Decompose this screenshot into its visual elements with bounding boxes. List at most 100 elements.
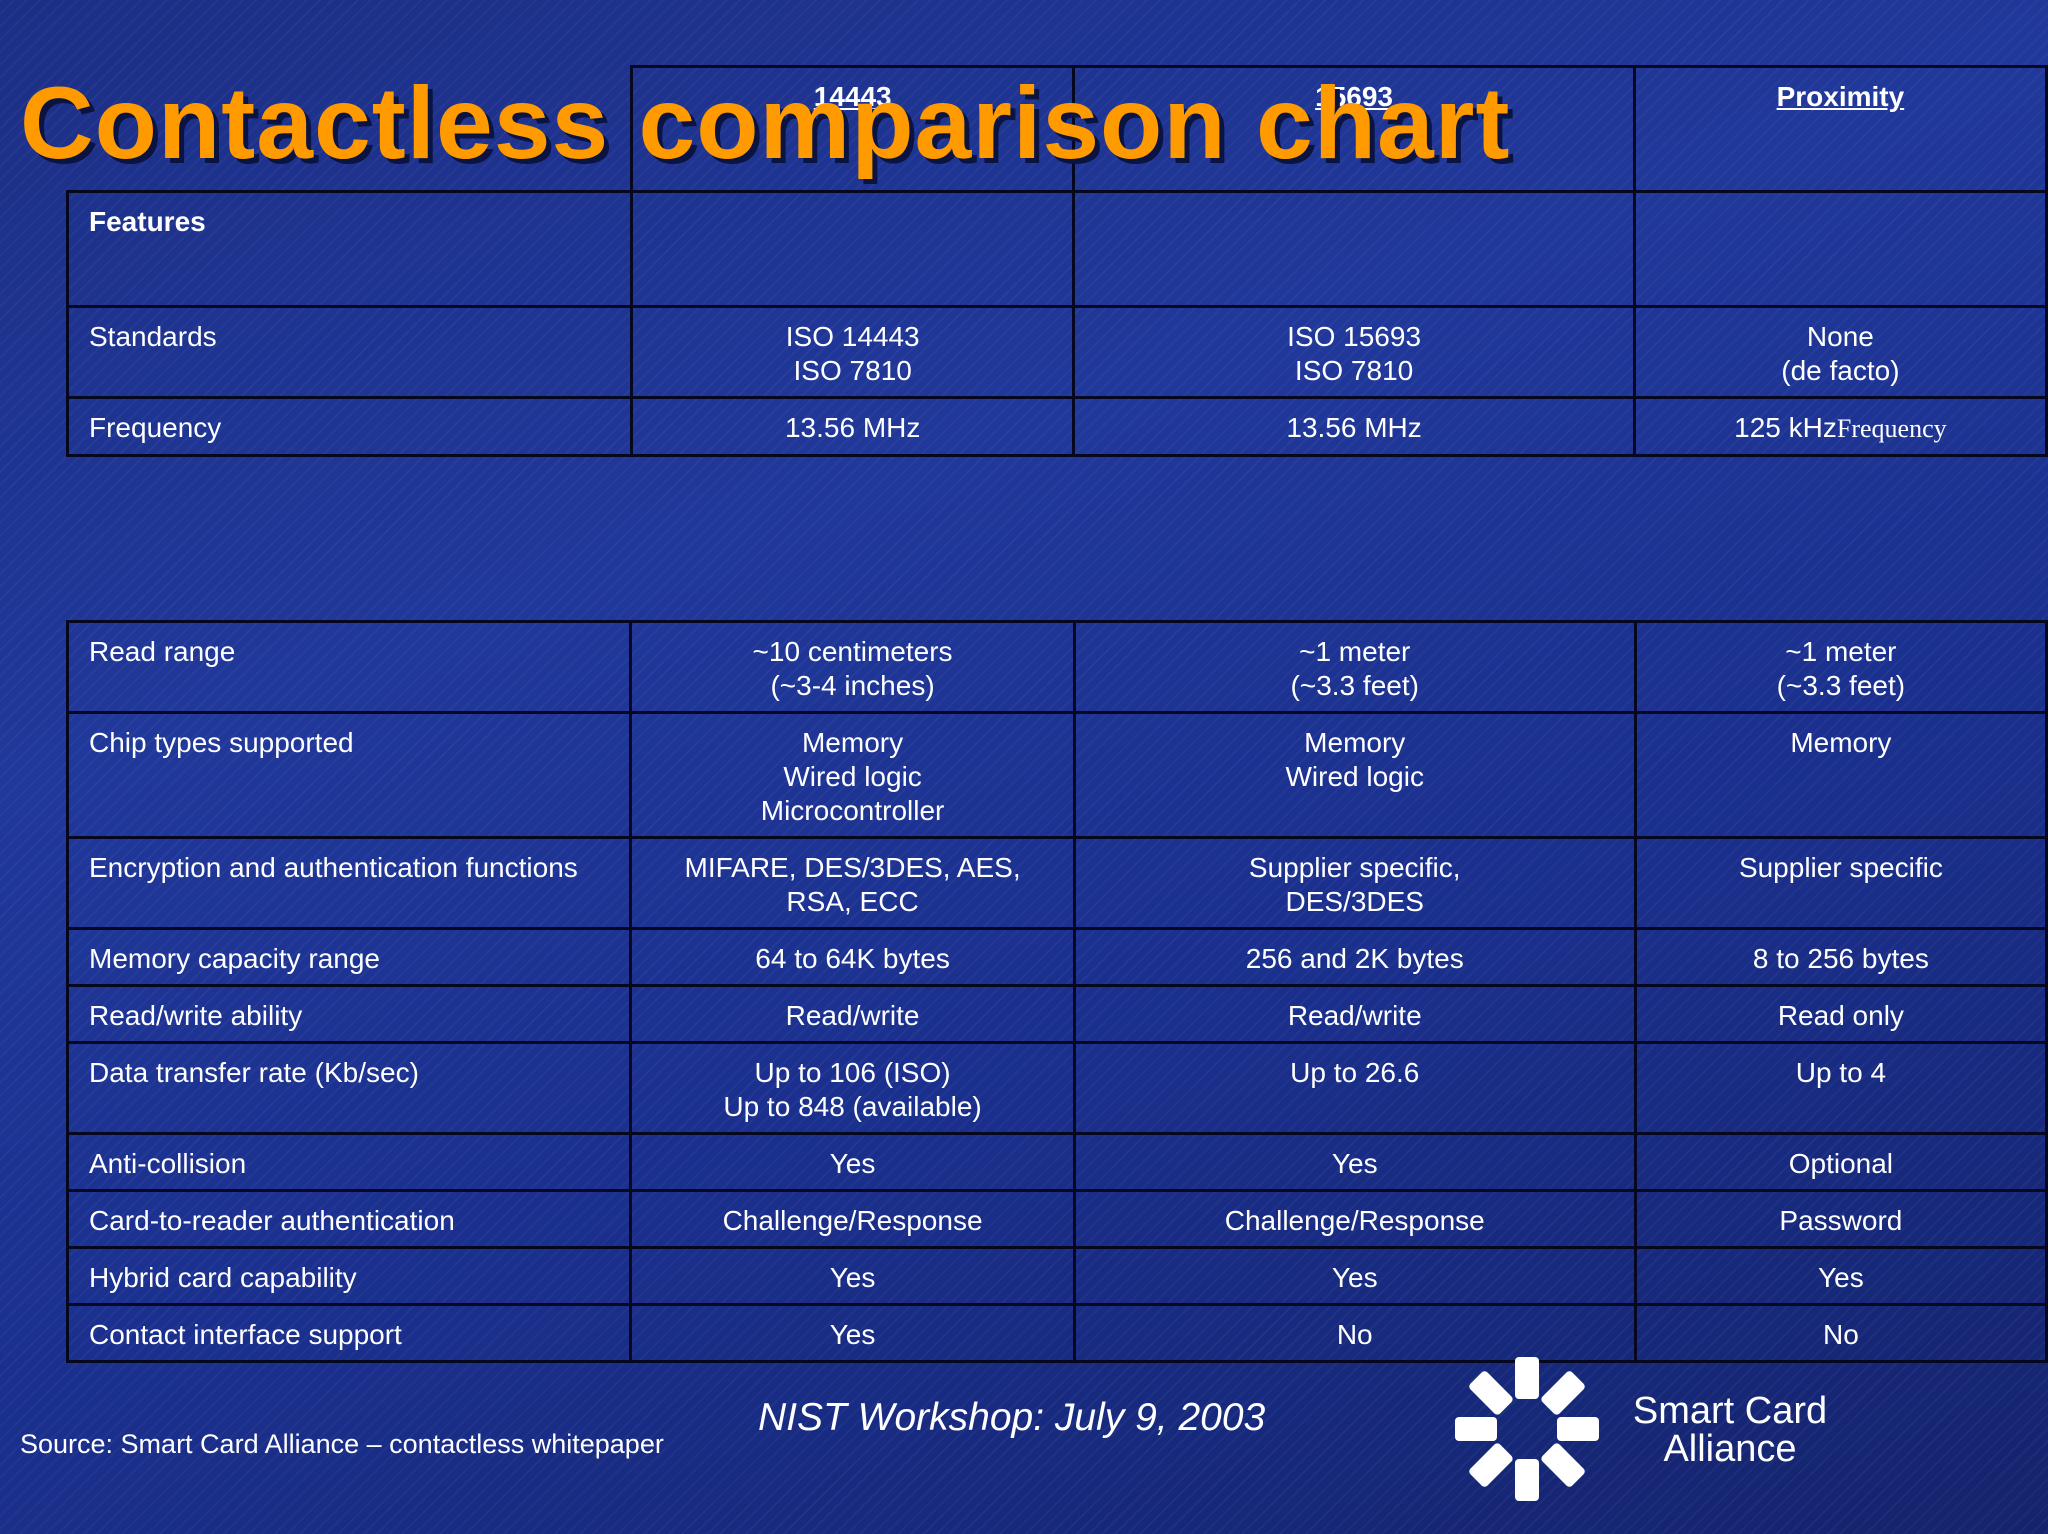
logo-wordmark: Smart Card Alliance <box>1620 1392 1840 1468</box>
cell-line: Read/write <box>785 1000 920 1031</box>
cell-15693: Yes <box>1072 1132 1637 1192</box>
column-header-label: Proximity <box>1776 81 1905 112</box>
cell-line: Yes <box>1331 1148 1378 1179</box>
cell-proximity: Up to 4 <box>1633 1041 2048 1135</box>
cell-14443: Memory Wired logic Microcontroller <box>629 711 1076 839</box>
cell-line: Microcontroller <box>760 795 945 826</box>
cell-14443: Read/write <box>629 984 1076 1044</box>
cell-line: 13.56 MHz <box>1286 412 1422 443</box>
cell-proximity: 8 to 256 bytes <box>1633 927 2048 987</box>
cell-line: DES/3DES <box>1285 886 1424 917</box>
cell-proximity: Memory <box>1633 711 2048 839</box>
cell-proximity: Supplier specific <box>1633 836 2048 930</box>
row-label: Standards <box>65 305 634 399</box>
cell-15693: 13.56 MHz <box>1072 396 1636 457</box>
cell-line: Memory <box>801 727 904 758</box>
table-row-read-range: Read range ~10 centimeters (~3-4 inches) ~1… <box>65 620 2048 714</box>
cell-line: ISO 15693 <box>1287 321 1422 352</box>
cell-line: ISO 7810 <box>793 355 912 386</box>
cell-14443: Challenge/Response <box>629 1189 1076 1249</box>
cell-line: Wired logic <box>1285 761 1424 792</box>
table-row-hybrid-card-capability: Hybrid card capability Yes Yes Yes <box>65 1246 2048 1306</box>
cell-line: No <box>1336 1319 1373 1350</box>
cell-line: Read only <box>1777 1000 1904 1031</box>
cell-line: Yes <box>1331 1262 1378 1293</box>
cell-line: Yes <box>829 1319 876 1350</box>
cell-15693: Read/write <box>1072 984 1637 1044</box>
cell-line: No <box>1822 1319 1859 1350</box>
cell-15693: Memory Wired logic <box>1072 711 1637 839</box>
cell-14443: 64 to 64K bytes <box>629 927 1076 987</box>
cell-line: ISO 14443 <box>785 321 920 352</box>
row-label: Card-to-reader authentication <box>65 1189 633 1249</box>
cell-proximity: No <box>1633 1303 2048 1363</box>
cell-proximity: 125 kHzFrequency <box>1632 396 2048 457</box>
cell-line-wrap: 125 kHzFrequency <box>1644 411 2037 446</box>
cell-line: Wired logic <box>783 761 922 792</box>
cell-line: Optional <box>1788 1148 1894 1179</box>
logo-line-1: Smart Card <box>1632 1390 1828 1432</box>
cell-line: None <box>1806 321 1874 352</box>
event-footer: NIST Workshop: July 9, 2003 <box>758 1396 1266 1439</box>
cell-line: ~1 meter <box>1785 636 1897 667</box>
frequency-suffix: Frequency <box>1836 414 1947 443</box>
row-label: Read/write ability <box>65 984 633 1044</box>
table-row-standards: Standards ISO 14443 ISO 7810 ISO 15693 ISO 7… <box>65 305 2048 399</box>
source-note: Source: Smart Card Alliance – contactles… <box>20 1429 664 1459</box>
row-label: Data transfer rate (Kb/sec) <box>65 1041 633 1135</box>
features-empty-cell <box>1072 190 1636 308</box>
cell-14443: ISO 14443 ISO 7810 <box>630 305 1076 399</box>
cell-line: MIFARE, DES/3DES, AES, <box>684 852 1021 883</box>
cell-14443: 13.56 MHz <box>630 396 1076 457</box>
row-label: Encryption and authentication functions <box>65 836 633 930</box>
header-empty-cell <box>67 66 634 193</box>
cell-line: 8 to 256 bytes <box>1752 943 1929 974</box>
cell-line: Supplier specific <box>1738 852 1943 883</box>
cell-proximity: Yes <box>1633 1246 2048 1306</box>
cell-line: Password <box>1779 1205 1903 1236</box>
cell-line: Yes <box>829 1262 876 1293</box>
row-label: Read range <box>65 620 633 714</box>
cell-line: Up to 848 (available) <box>723 1091 982 1122</box>
table-row-memory-capacity-range: Memory capacity range 64 to 64K bytes 256 … <box>65 927 2048 987</box>
features-label-cell: Features <box>65 190 634 308</box>
cell-15693: Up to 26.6 <box>1072 1041 1637 1135</box>
cell-line: (~3.3 feet) <box>1776 670 1906 701</box>
cell-proximity: Optional <box>1633 1132 2048 1192</box>
table-row-chip-types-supported: Chip types supported Memory Wired logic Mic… <box>65 711 2048 839</box>
cell-line: (de facto) <box>1781 355 1900 386</box>
table-row-frequency: Frequency 13.56 MHz 13.56 MHz 125 kHzFreque… <box>65 396 2048 457</box>
features-label: Features <box>89 206 206 237</box>
cell-proximity: None (de facto) <box>1632 305 2048 399</box>
column-header-14443: 14443 <box>630 65 1076 193</box>
table-row-anti-collision: Anti-collision Yes Yes Optional <box>65 1132 2048 1192</box>
cell-14443: MIFARE, DES/3DES, AES, RSA, ECC <box>629 836 1076 930</box>
cell-15693: Challenge/Response <box>1072 1189 1637 1249</box>
cell-14443: Yes <box>629 1246 1076 1306</box>
cell-line: Up to 26.6 <box>1290 1057 1420 1088</box>
cell-14443: Up to 106 (ISO) Up to 848 (available) <box>629 1041 1076 1135</box>
row-label: Chip types supported <box>65 711 633 839</box>
cell-line: 256 and 2K bytes <box>1245 943 1464 974</box>
row-label: Memory capacity range <box>65 927 633 987</box>
cell-line: RSA, ECC <box>786 886 919 917</box>
features-row: Features <box>65 190 2048 308</box>
cell-line: Memory <box>1790 727 1892 758</box>
cell-proximity: Password <box>1633 1189 2048 1249</box>
cell-line: Up to 4 <box>1795 1057 1887 1088</box>
cell-15693: ISO 15693 ISO 7810 <box>1072 305 1636 399</box>
row-label: Anti-collision <box>65 1132 633 1192</box>
cell-proximity: ~1 meter (~3.3 feet) <box>1633 620 2048 714</box>
cell-line: Memory <box>1304 727 1406 758</box>
table-row-contact-interface-support: Contact interface support Yes No No <box>65 1303 2048 1363</box>
cell-14443: ~10 centimeters (~3-4 inches) <box>629 620 1076 714</box>
row-label: Contact interface support <box>65 1303 633 1363</box>
cell-line: (~3-4 inches) <box>770 670 935 701</box>
cell-15693: No <box>1072 1303 1637 1363</box>
cell-14443: Yes <box>629 1303 1076 1363</box>
cell-line: ISO 7810 <box>1294 355 1414 386</box>
features-empty-cell <box>630 190 1076 308</box>
cell-line: Up to 106 (ISO) <box>754 1057 951 1088</box>
cell-15693: ~1 meter (~3.3 feet) <box>1072 620 1637 714</box>
cell-line: Challenge/Response <box>1224 1205 1485 1236</box>
